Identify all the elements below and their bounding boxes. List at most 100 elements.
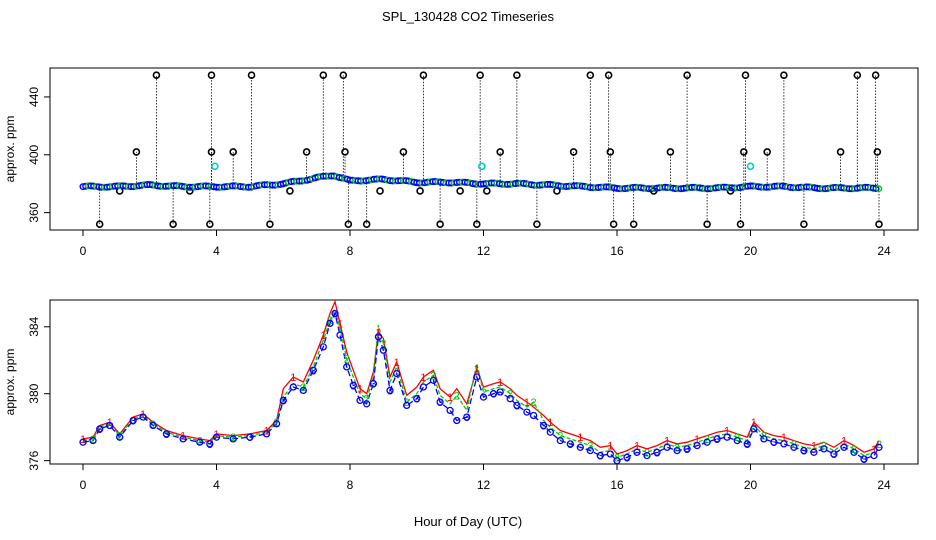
series-3-label: 3	[350, 380, 356, 392]
series-3-point	[349, 381, 357, 389]
series-3-point	[129, 416, 137, 425]
series-3-point	[606, 450, 614, 458]
y-tick-label: 360	[27, 202, 41, 222]
series-3-point	[89, 436, 97, 445]
series-3-label: 3	[831, 449, 837, 461]
series-3-label: 3	[654, 447, 660, 459]
series-3-point	[363, 400, 371, 408]
series-1-label: 1	[420, 372, 426, 384]
series-1-label: 1	[664, 436, 670, 448]
series-2-label: 2	[404, 397, 410, 409]
series-3-label: 3	[861, 454, 867, 466]
series-3-point	[820, 445, 828, 453]
series-3-point	[343, 363, 351, 371]
series-3-point	[506, 395, 514, 403]
series-3-label: 3	[624, 452, 630, 464]
series-3-point	[279, 396, 287, 405]
series-1-label: 1	[694, 434, 700, 446]
series-3-point	[770, 438, 778, 446]
spike-high-point	[319, 71, 328, 80]
series-3-label: 3	[744, 439, 750, 451]
spike-low-point	[609, 220, 618, 229]
series-2-label: 2	[821, 441, 827, 453]
series-3-point	[760, 435, 768, 443]
series-3-point	[663, 443, 671, 451]
series-2-label: 2	[150, 419, 156, 431]
series-3-point	[683, 445, 691, 453]
series-3-label: 3	[332, 308, 338, 320]
top-panel: 0 4 8 12 16 20 24 360 400 440 approx. ppm	[3, 67, 919, 258]
y-tick-label: 384	[27, 316, 41, 336]
x-tick-label: 24	[877, 244, 891, 258]
series-3-point	[743, 440, 751, 448]
series-3-point	[116, 433, 124, 441]
x-tick-label: 8	[347, 478, 354, 492]
x-tick-label: 24	[877, 478, 891, 492]
series-2-label: 2	[117, 431, 123, 443]
spike-high-point	[741, 71, 750, 80]
series-1-label: 1	[577, 432, 583, 444]
spike-low-point	[436, 220, 444, 229]
series-3-point	[586, 446, 594, 455]
series-3-label: 3	[714, 434, 720, 446]
series-3-point	[733, 436, 741, 445]
series-3-point	[386, 386, 394, 395]
spike-mid-point	[399, 148, 408, 156]
series-3-point	[149, 421, 157, 430]
series-1-label: 1	[180, 431, 186, 443]
x-tick-label: 12	[477, 244, 491, 258]
series-1-label: 1	[607, 441, 613, 453]
series-3-label: 3	[464, 412, 470, 424]
series-1-label: 1	[724, 426, 730, 438]
x-tick-label: 8	[347, 244, 354, 258]
series-3-point	[800, 446, 808, 455]
series-3-point	[356, 396, 364, 405]
series-2-label: 2	[380, 339, 386, 351]
series-3-label: 3	[97, 424, 103, 436]
x-tick-label: 20	[744, 478, 758, 492]
series-3-label: 3	[370, 379, 376, 391]
series-1-label: 1	[394, 357, 400, 369]
series-3-point	[79, 438, 87, 446]
series-2-label: 2	[674, 442, 680, 454]
spike-mid-point	[132, 148, 141, 156]
spike-low-point	[533, 220, 541, 229]
series-1-label: 1	[811, 441, 817, 453]
spike-high-point	[476, 71, 484, 80]
series-3-point	[860, 455, 868, 463]
series-3-label: 3	[597, 451, 603, 463]
series-3-point	[106, 421, 114, 430]
series-2-label: 2	[507, 389, 513, 401]
series-3-point	[446, 406, 454, 415]
y-tick-label: 380	[27, 383, 41, 403]
series-2-label: 2	[230, 432, 236, 444]
series-3-point	[139, 413, 147, 421]
series-1-label: 1	[841, 436, 847, 448]
series-3-point	[206, 440, 214, 448]
series-1-label: 1	[447, 392, 453, 404]
x-tick-label: 0	[80, 478, 87, 492]
series-3-point	[780, 440, 788, 448]
series-3-point	[162, 430, 171, 438]
spike-mid-point	[873, 148, 882, 156]
spike-mid-point	[341, 148, 349, 156]
series-2-label: 2	[274, 417, 280, 429]
series-3-label: 3	[514, 400, 520, 412]
dip-point	[376, 187, 384, 195]
series-1-label: 1	[107, 417, 113, 429]
x-tick-label: 0	[80, 244, 87, 258]
series-3-point	[379, 346, 388, 354]
series-1-label: 1	[320, 330, 326, 342]
series-3-point	[196, 438, 204, 446]
series-2-label: 2	[454, 390, 460, 402]
series-2-label: 2	[327, 315, 333, 327]
spike-low-point	[875, 220, 883, 229]
series-point	[875, 185, 883, 193]
series-3-point	[496, 388, 504, 396]
series-1-label: 1	[213, 429, 219, 441]
series-2-label: 2	[364, 394, 370, 406]
series-3-point	[673, 446, 681, 455]
spike-high-point	[683, 71, 691, 80]
